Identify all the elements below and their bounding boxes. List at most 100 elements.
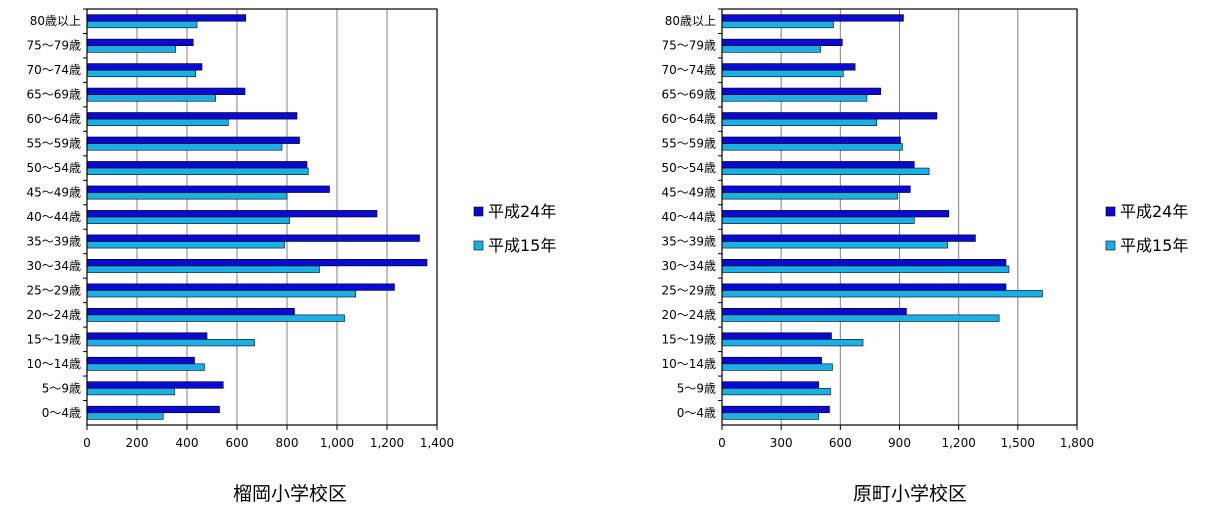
bar-series-2 xyxy=(721,118,878,127)
bar-series-2 xyxy=(86,143,283,151)
category-label: 55～59歳 xyxy=(661,137,716,151)
category-label: 30～34歳 xyxy=(661,259,716,273)
bar-series-2 xyxy=(86,363,205,371)
bar-series-1 xyxy=(721,185,911,193)
legend-label: 平成15年 xyxy=(1120,236,1188,255)
category-label: 50～54歳 xyxy=(26,161,81,175)
category-label: 50～54歳 xyxy=(661,161,716,175)
bar-series-1 xyxy=(86,185,330,193)
chart-kagaoka: 80歳以上 75～79歳 70～74歳 65～69歳 60～64歳 55～59歳 50～54… xyxy=(26,8,556,505)
category-label: 15～19歳 xyxy=(26,332,81,346)
bar-series-2 xyxy=(86,241,285,249)
bar-series-1 xyxy=(86,234,420,242)
bar-series-1 xyxy=(721,14,904,22)
bar-series-2 xyxy=(721,241,949,249)
category-label: 25～29歳 xyxy=(26,283,81,297)
bar-series-2 xyxy=(86,265,320,273)
bar-series-2 xyxy=(86,314,345,322)
legend-label: 平成24年 xyxy=(1120,202,1188,221)
bar-series-1 xyxy=(86,259,428,267)
x-tick-label: 300 xyxy=(770,436,793,450)
category-label: 25～29歳 xyxy=(661,283,716,297)
bar-series-2 xyxy=(721,314,1000,322)
category-label: 5～9歳 xyxy=(677,381,716,395)
bar-series-1 xyxy=(86,112,298,120)
bar-series-1 xyxy=(721,161,915,169)
category-label: 10～14歳 xyxy=(26,357,81,371)
category-label: 15～19歳 xyxy=(661,332,716,346)
legend-swatch xyxy=(473,206,484,217)
category-label: 20～24歳 xyxy=(26,308,81,322)
bar-series-2 xyxy=(721,167,930,175)
category-label: 10～14歳 xyxy=(661,357,716,371)
category-label: 35～39歳 xyxy=(661,234,716,248)
bar-series-1 xyxy=(86,63,203,71)
bar-series-2 xyxy=(721,192,898,200)
bar-series-2 xyxy=(721,363,833,371)
category-label: 20～24歳 xyxy=(661,308,716,322)
category-label: 65～69歳 xyxy=(661,88,716,102)
x-tick-label: 1,400 xyxy=(420,436,454,450)
chart-title: 榴岡小学校区 xyxy=(233,483,347,505)
category-label: 70～74歳 xyxy=(26,63,81,77)
bar-series-2 xyxy=(721,69,844,78)
category-label: 40～44歳 xyxy=(26,210,81,224)
x-tick-label: 800 xyxy=(276,436,299,450)
bar-series-2 xyxy=(86,216,290,224)
bar-series-1 xyxy=(721,234,976,242)
bar-series-2 xyxy=(86,45,177,53)
category-label: 0～4歳 xyxy=(677,406,716,420)
bar-series-1 xyxy=(86,307,295,316)
category-label: 45～49歳 xyxy=(26,186,81,200)
x-tick-label: 400 xyxy=(176,436,199,450)
bar-series-2 xyxy=(86,387,175,396)
legend-label: 平成15年 xyxy=(488,236,556,255)
category-label: 55～59歳 xyxy=(26,137,81,151)
x-tick-label: 1,500 xyxy=(1001,436,1035,450)
x-tick-label: 1,200 xyxy=(941,436,975,450)
bar-series-1 xyxy=(86,356,195,365)
category-label: 30～34歳 xyxy=(26,259,81,273)
category-label: 35～39歳 xyxy=(26,234,81,248)
bar-series-1 xyxy=(721,307,907,316)
x-tick-label: 600 xyxy=(829,436,852,450)
bar-series-2 xyxy=(721,20,834,29)
x-tick-label: 0 xyxy=(83,436,91,450)
category-label: 75～79歳 xyxy=(661,39,716,53)
bar-series-1 xyxy=(86,136,300,144)
bar-series-1 xyxy=(721,38,843,47)
category-label: 80歳以上 xyxy=(665,14,716,28)
bar-series-1 xyxy=(86,283,395,291)
bar-series-1 xyxy=(721,405,830,414)
bar-series-2 xyxy=(721,216,915,224)
x-tick-label: 900 xyxy=(888,436,911,450)
bar-series-2 xyxy=(721,412,819,420)
x-tick-label: 600 xyxy=(226,436,249,450)
bar-series-2 xyxy=(721,339,864,347)
category-label: 45～49歳 xyxy=(661,186,716,200)
legend-swatch xyxy=(473,240,484,251)
category-label: 0～4歳 xyxy=(42,406,81,420)
x-tick-label: 0 xyxy=(718,436,726,450)
bar-series-1 xyxy=(721,136,901,144)
bar-series-1 xyxy=(721,63,856,71)
bar-series-2 xyxy=(721,387,831,396)
bar-series-2 xyxy=(86,118,229,127)
category-label: 60～64歳 xyxy=(26,112,81,126)
category-label: 5～9歳 xyxy=(42,381,81,395)
legend-swatch xyxy=(1105,240,1116,251)
bar-series-2 xyxy=(721,45,821,53)
bar-series-1 xyxy=(86,405,220,414)
bar-series-2 xyxy=(86,412,164,420)
bar-series-2 xyxy=(86,339,255,347)
bar-series-2 xyxy=(721,94,868,102)
bar-series-1 xyxy=(721,112,938,120)
bar-series-1 xyxy=(721,356,822,365)
bar-series-2 xyxy=(721,265,1010,273)
bar-series-2 xyxy=(86,94,217,102)
category-label: 65～69歳 xyxy=(26,88,81,102)
chart-haramachi: 80歳以上 75～79歳 70～74歳 65～69歳 60～64歳 55～59歳 50～54… xyxy=(661,8,1188,505)
bar-series-1 xyxy=(86,14,247,22)
category-label: 60～64歳 xyxy=(661,112,716,126)
bar-series-1 xyxy=(721,210,950,218)
